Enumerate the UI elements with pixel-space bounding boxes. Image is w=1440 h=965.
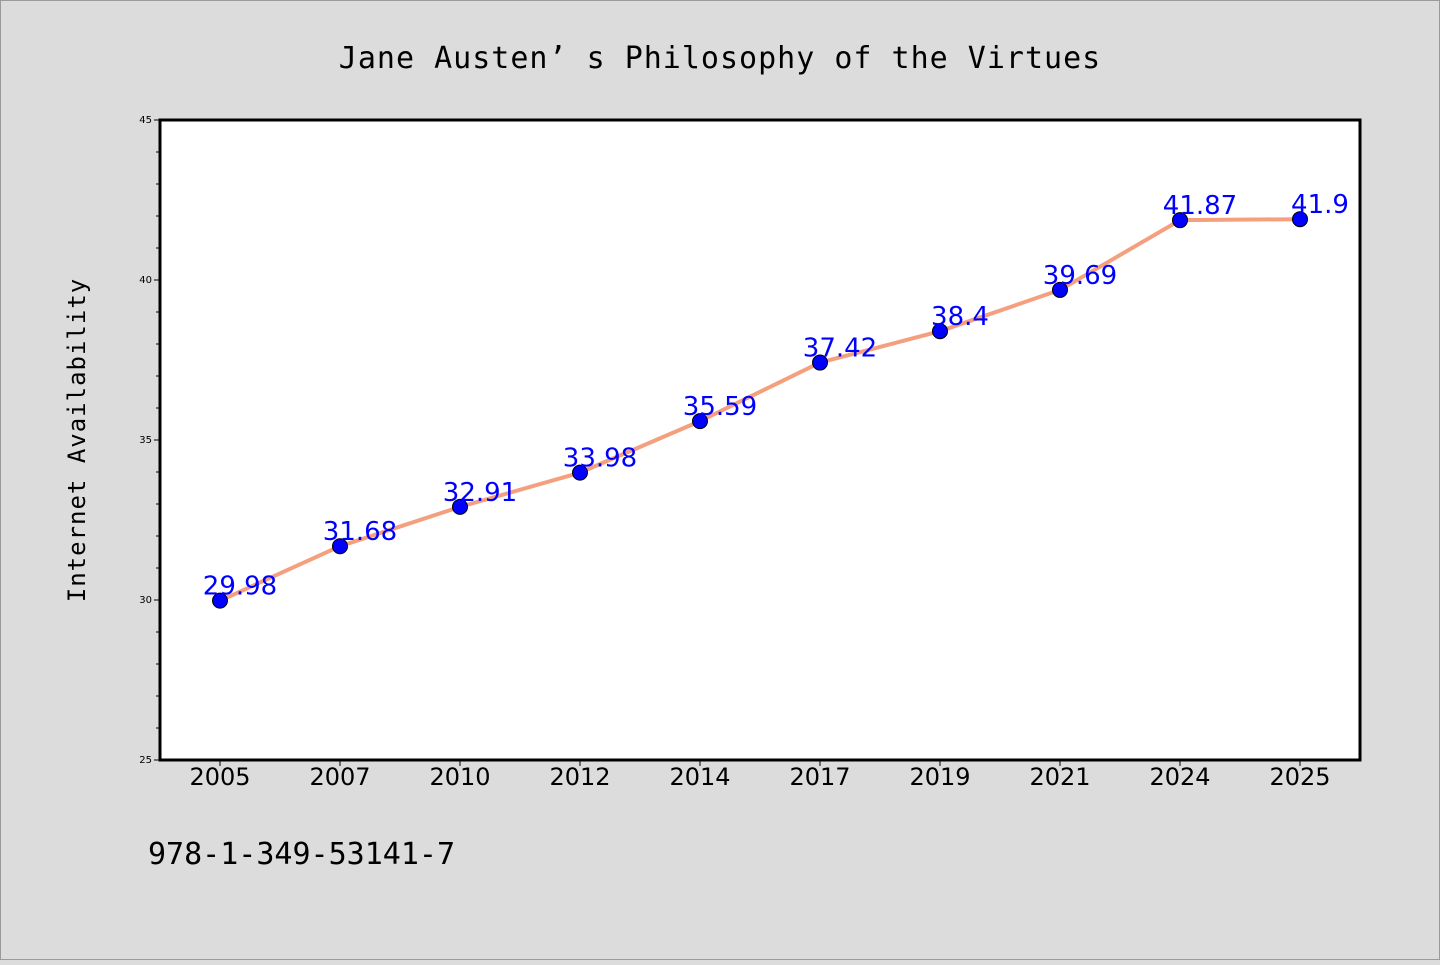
data-label: 38.4 xyxy=(931,302,989,332)
x-tick-label: 2007 xyxy=(309,763,370,791)
x-axis: 2005 2007 2010 2012 2014 2017 2019 2021 2024 2025 xyxy=(189,760,1331,791)
series-line xyxy=(219,217,1301,603)
data-point xyxy=(1052,281,1068,298)
data-point xyxy=(212,592,228,609)
data-label: 41.9 xyxy=(1291,190,1349,220)
data-label: 41.87 xyxy=(1163,191,1237,221)
data-point xyxy=(332,538,348,555)
x-tick-label: 2014 xyxy=(669,763,730,791)
plot-area xyxy=(158,118,1362,762)
series-layer xyxy=(212,211,1308,609)
data-point xyxy=(932,323,948,340)
data-point xyxy=(452,498,468,515)
x-tick-label: 2019 xyxy=(909,763,970,791)
data-label: 37.42 xyxy=(803,334,877,364)
x-tick-label: 2012 xyxy=(549,763,610,791)
y-axis-label: Internet Availability xyxy=(63,278,91,602)
data-point xyxy=(812,354,828,371)
y-tick-label: 25 xyxy=(139,755,152,766)
data-label: 32.91 xyxy=(443,478,517,508)
data-label: 33.98 xyxy=(563,444,637,474)
y-tick-label: 40 xyxy=(139,275,152,286)
y-tick-label: 45 xyxy=(139,115,152,126)
data-label: 29.98 xyxy=(203,572,277,602)
footer-note: 978-1-349-53141-7 xyxy=(148,837,455,872)
x-tick-label: 2017 xyxy=(789,763,850,791)
data-labels: 29.98 31.68 32.91 33.98 35.59 37.42 38.4 39.69 4… xyxy=(203,190,1349,601)
data-label: 35.59 xyxy=(683,392,757,422)
data-label: 39.69 xyxy=(1043,261,1117,291)
data-point xyxy=(572,464,588,481)
data-point xyxy=(1172,212,1188,229)
x-tick-label: 2025 xyxy=(1269,763,1330,791)
data-point xyxy=(1292,211,1308,228)
x-tick-label: 2021 xyxy=(1029,763,1090,791)
y-tick-label: 30 xyxy=(139,595,152,606)
chart-title: Jane Austen’ s Philosophy of the Virtues xyxy=(339,41,1101,76)
y-tick-label: 35 xyxy=(139,435,152,446)
data-point xyxy=(692,413,708,430)
x-tick-label: 2010 xyxy=(429,763,490,791)
x-tick-label: 2005 xyxy=(189,763,250,791)
y-axis: 25 30 35 40 45 xyxy=(139,115,160,766)
data-label: 31.68 xyxy=(323,517,397,547)
x-tick-label: 2024 xyxy=(1149,763,1210,791)
